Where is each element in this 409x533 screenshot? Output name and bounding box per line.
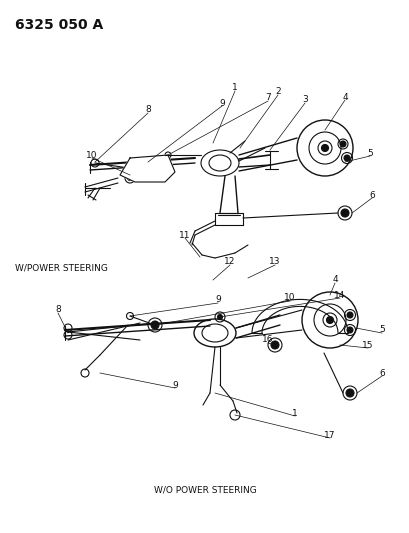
Circle shape bbox=[127, 175, 132, 181]
Circle shape bbox=[340, 209, 348, 217]
Text: 4: 4 bbox=[342, 93, 347, 101]
Polygon shape bbox=[120, 155, 175, 182]
Circle shape bbox=[346, 312, 352, 318]
Text: 8: 8 bbox=[55, 305, 61, 314]
Text: 1: 1 bbox=[231, 84, 237, 93]
Text: 10: 10 bbox=[283, 294, 295, 303]
Circle shape bbox=[321, 144, 328, 151]
Text: 11: 11 bbox=[179, 230, 190, 239]
Circle shape bbox=[345, 389, 353, 397]
Text: 1: 1 bbox=[291, 408, 297, 417]
Circle shape bbox=[343, 155, 349, 161]
Text: 9: 9 bbox=[218, 99, 224, 108]
Circle shape bbox=[346, 327, 352, 333]
Circle shape bbox=[339, 141, 345, 147]
Circle shape bbox=[326, 317, 333, 324]
Text: 13: 13 bbox=[269, 257, 280, 266]
Text: 9: 9 bbox=[215, 295, 220, 304]
Text: 6325 050 A: 6325 050 A bbox=[15, 18, 103, 32]
Text: 5: 5 bbox=[378, 326, 384, 335]
Text: 9: 9 bbox=[172, 381, 178, 390]
Text: 4: 4 bbox=[331, 276, 337, 285]
Text: 6: 6 bbox=[368, 190, 374, 199]
Text: 2: 2 bbox=[274, 87, 280, 96]
Text: 15: 15 bbox=[362, 341, 373, 350]
Text: 6: 6 bbox=[378, 368, 384, 377]
Circle shape bbox=[151, 321, 159, 329]
Text: 12: 12 bbox=[224, 257, 235, 266]
Text: 5: 5 bbox=[366, 149, 372, 157]
Text: 3: 3 bbox=[301, 95, 307, 104]
Circle shape bbox=[217, 314, 222, 319]
Text: 16: 16 bbox=[262, 335, 273, 344]
Text: 14: 14 bbox=[333, 290, 345, 300]
Circle shape bbox=[270, 341, 278, 349]
Text: W/POWER STEERING: W/POWER STEERING bbox=[15, 263, 108, 272]
Text: 10: 10 bbox=[86, 150, 97, 159]
Text: 7: 7 bbox=[265, 93, 270, 102]
Text: W/O POWER STEERING: W/O POWER STEERING bbox=[153, 486, 256, 495]
Text: 8: 8 bbox=[145, 106, 151, 115]
Text: 17: 17 bbox=[324, 431, 335, 440]
